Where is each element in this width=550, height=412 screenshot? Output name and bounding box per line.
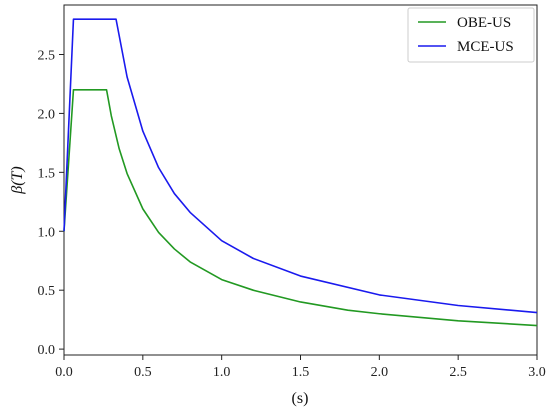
legend-label-mce-us: MCE-US [457,39,514,55]
y-tick-label: 0.5 [38,284,56,299]
series-line-obe-us [63,89,538,327]
y-tick-label: 1.5 [38,166,56,181]
series-layer [63,18,538,327]
y-axis: 0.0 0.5 1.0 1.5 2.0 2.5 [38,48,64,358]
y-tick-label: 0.0 [38,343,56,358]
x-tick-label: 2.5 [449,365,467,380]
x-tick-label: 3.0 [528,365,546,380]
y-tick-label: 2.0 [38,107,56,122]
legend-label-obe-us: OBE-US [457,15,511,31]
y-tick-label: 1.0 [38,225,56,240]
x-tick-label: 0.5 [134,365,152,380]
x-axis-label: (s) [292,390,309,407]
plot-frame [63,4,538,356]
x-tick-label: 1.0 [213,365,231,380]
plot-area [63,4,538,356]
y-tick-label: 2.5 [38,48,56,63]
y-axis-label: β(T) [9,166,26,195]
series-line-mce-us [63,18,538,314]
x-axis: 0.0 0.5 1.0 1.5 2.0 2.5 3.0 [55,355,546,380]
x-tick-label: 2.0 [371,365,389,380]
x-tick-label: 0.0 [55,365,73,380]
x-tick-label: 1.5 [292,365,310,380]
legend: OBE-US MCE-US [407,7,535,63]
